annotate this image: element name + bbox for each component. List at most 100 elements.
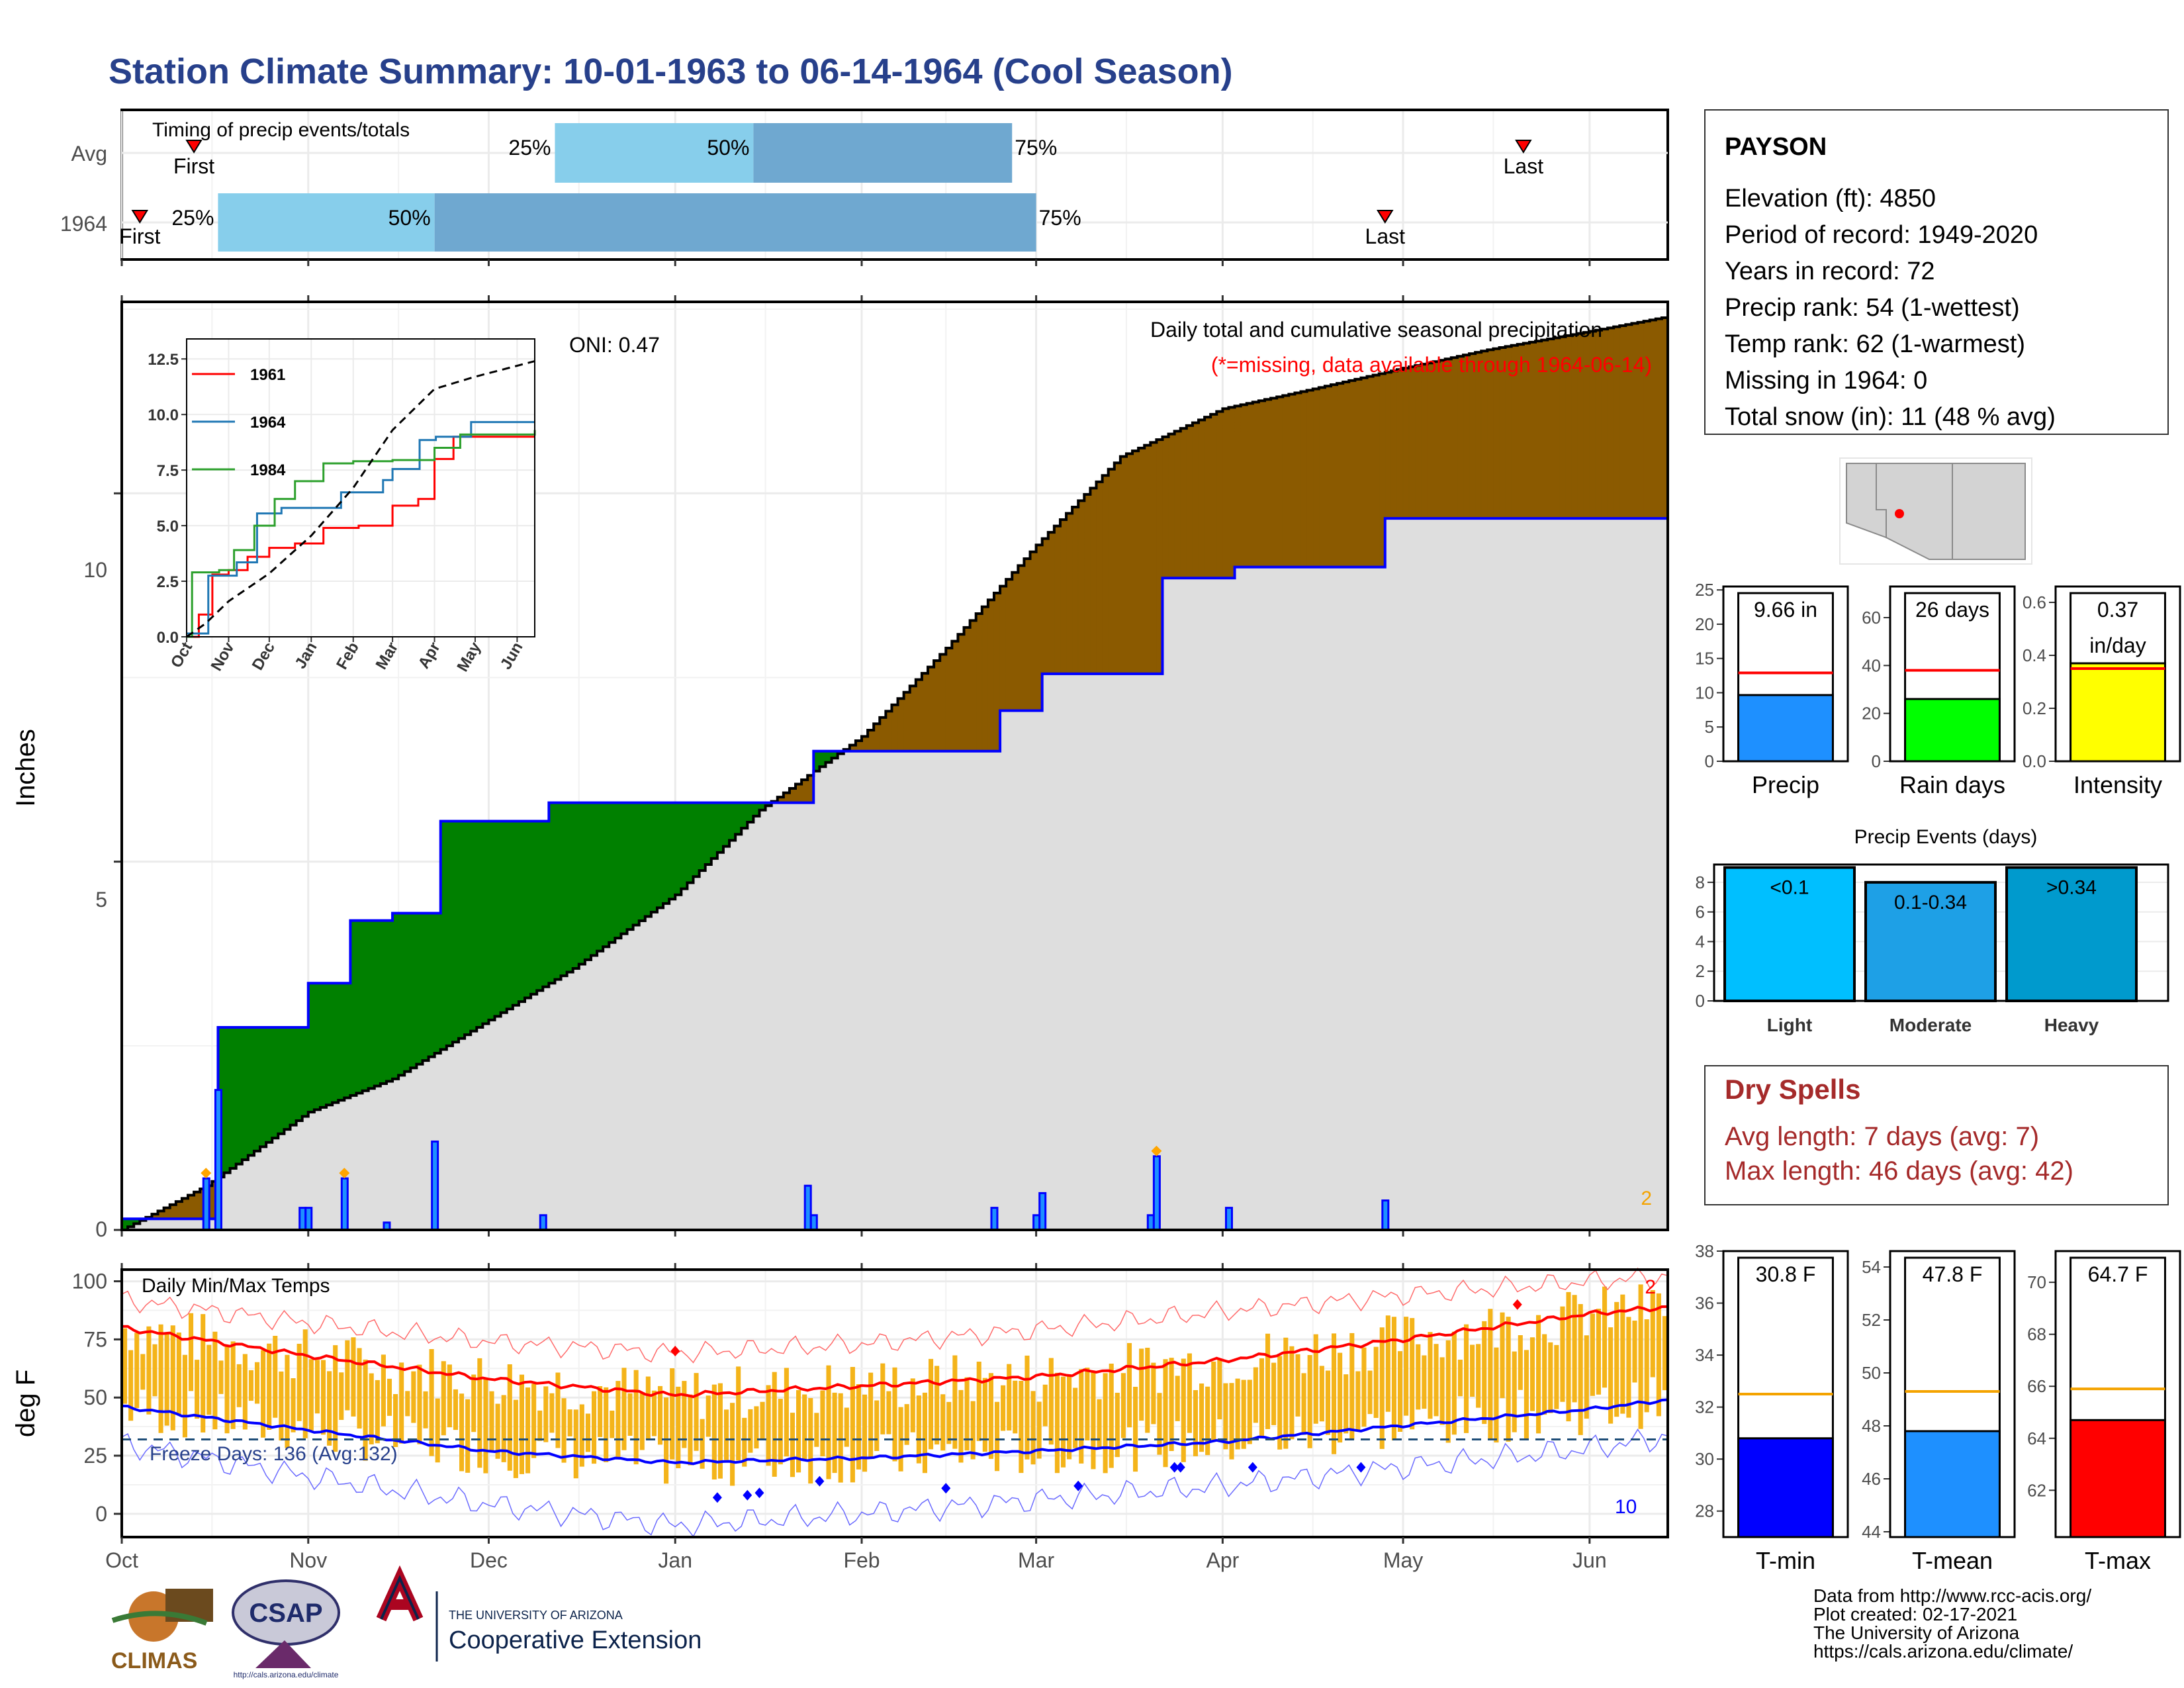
average-cumulative-line — [122, 316, 1669, 1231]
temp-bar-0-tick-label: 30 — [1695, 1449, 1714, 1469]
temp-bar-1-tick-label: 46 — [1862, 1469, 1881, 1489]
record-low-marker — [941, 1483, 951, 1494]
station-line: Years in record: 72 — [1725, 258, 1935, 285]
precip-panel: Daily total and cumulative seasonal prec… — [11, 295, 1669, 1241]
normal-min-line — [121, 1398, 1668, 1466]
summary-bar-2-value-label: in/day — [2089, 633, 2146, 657]
first-label: First — [119, 224, 160, 248]
first-label: First — [173, 154, 214, 178]
normal-max-line — [121, 1305, 1668, 1399]
timing-bar-25-50 — [555, 123, 754, 183]
temp-bar-1-tick-label: 52 — [1862, 1310, 1881, 1330]
svg-text:CLIMAS: CLIMAS — [111, 1648, 197, 1673]
summary-bar-2-tick-label: 0.6 — [2023, 592, 2046, 612]
precip-ytick-5: 5 — [95, 888, 107, 912]
timing-label-50: 50% — [707, 136, 749, 160]
temp-bar-2-label: T-max — [2085, 1547, 2151, 1574]
timing-bar-50-75 — [753, 123, 1013, 183]
temp-bar-1-label: T-mean — [1912, 1547, 1993, 1574]
record-low-marker — [1248, 1462, 1257, 1473]
station-line: Missing in 1964: 0 — [1725, 367, 1927, 395]
events-tick-label: 4 — [1696, 931, 1705, 951]
month-label: Mar — [1018, 1548, 1054, 1572]
temp-bar-1-frame — [1889, 1250, 2016, 1538]
month-label: Jan — [658, 1548, 692, 1572]
inset-line-1984 — [187, 430, 536, 638]
temp-bar-1-tick-label: 54 — [1862, 1257, 1881, 1277]
svg-text:http://cals.arizona.edu/climat: http://cals.arizona.edu/climate — [234, 1670, 339, 1679]
inset-line-1961 — [187, 436, 535, 638]
event-category-label: Heavy — [2044, 1015, 2099, 1035]
temp-bar-2-tick-label: 64 — [2027, 1429, 2046, 1448]
daily-precip-bar — [202, 1177, 210, 1231]
summary-bar-0-frame — [1722, 585, 1849, 763]
events-tick-label: 2 — [1696, 961, 1705, 981]
temp-bar-2-tick-label: 70 — [2027, 1272, 2046, 1292]
record-low-marker — [754, 1487, 764, 1499]
missing-note: (*=missing, data available through 1964-… — [1211, 353, 1652, 377]
temp-bar-0-tick-label: 38 — [1695, 1241, 1714, 1261]
summary-bar-0-tick-label: 25 — [1695, 580, 1714, 600]
summary-bar-1-frame — [1889, 585, 2016, 763]
events-tick-label: 8 — [1696, 872, 1705, 892]
footer-credits: Data from http://www.rcc-acis.org/ Plot … — [1813, 1585, 2091, 1662]
summary-bar-1-tick-label: 60 — [1862, 608, 1881, 628]
month-label: Dec — [470, 1548, 508, 1572]
observed-cumulative-line — [122, 517, 1668, 1221]
temp-ytick-label: 0 — [95, 1502, 107, 1526]
daily-precip-bar — [1381, 1199, 1390, 1231]
footer-logos: CLIMAS CSAP http://cals.arizona.edu/clim… — [111, 1565, 702, 1679]
daily-precip-bar — [539, 1214, 547, 1231]
timing-label-25: 25% — [171, 206, 214, 230]
event-bar-light — [1723, 866, 1856, 1003]
last-marker — [1515, 140, 1532, 154]
record-low-count: 10 — [1615, 1496, 1637, 1518]
inset-ytick-label: 2.5 — [157, 573, 179, 591]
temp-bar-2-tick-label: 68 — [2027, 1325, 2046, 1344]
temp-bar-1-value-label: 47.8 F — [1923, 1262, 1983, 1286]
dry-spells-avg: Avg length: 7 days (avg: 7) — [1725, 1122, 2039, 1151]
last-marker — [1377, 210, 1394, 224]
station-line: Elevation (ft): 4850 — [1725, 185, 1936, 212]
missing-count: 2 — [1641, 1188, 1652, 1209]
inset-ytick-label: 5.0 — [157, 518, 179, 536]
timing-row-1964-label: 1964 — [60, 212, 107, 236]
snow-marker — [201, 1168, 212, 1179]
temp-panel: 0 25 50 75 100 Daily Min/Max Temps Freeze Da… — [11, 1263, 1669, 1538]
timing-label-75: 75% — [1039, 206, 1081, 230]
summary-bar-1-label: Rain days — [1899, 771, 2005, 798]
inset-ytick-label: 10.0 — [148, 406, 179, 424]
summary-bar-0-value-label: 9.66 in — [1754, 598, 1817, 622]
temp-bar-1-tick-label: 48 — [1862, 1416, 1881, 1436]
summary-bar-2-tick-label: 0.2 — [2023, 698, 2046, 718]
first-marker — [131, 210, 149, 224]
station-line: Period of record: 1949-2020 — [1725, 221, 2038, 249]
timing-label-25: 25% — [508, 136, 551, 160]
freeze-days-label: Freeze Days: 136 (Avg:132) — [150, 1443, 398, 1465]
record-high-count: 2 — [1645, 1276, 1656, 1298]
summary-bar-2-tick-label: 0.0 — [2023, 751, 2046, 771]
event-category-label: Light — [1767, 1015, 1812, 1035]
record-min-line — [121, 1429, 1668, 1538]
dry-spells-max: Max length: 46 days (avg: 42) — [1725, 1156, 2073, 1186]
inset-ytick-label: 0.0 — [157, 629, 179, 647]
summary-bar-0-tick-label: 0 — [1705, 751, 1714, 771]
record-low-marker — [743, 1489, 752, 1501]
inset-line-average — [186, 360, 535, 638]
summary-bar-0-tick-label: 5 — [1705, 717, 1714, 737]
timing-label-75: 75% — [1015, 136, 1057, 160]
timing-bar-50-75 — [434, 193, 1036, 252]
precip-ytick-10: 10 — [83, 558, 107, 582]
station-name: PAYSON — [1725, 133, 1827, 161]
temp-bar-0-value-label: 30.8 F — [1756, 1262, 1816, 1286]
temp-bar-2-frame — [2054, 1250, 2181, 1538]
summary-bar-0-tick-label: 15 — [1695, 649, 1714, 669]
record-low-marker — [1175, 1462, 1185, 1473]
summary-bar-1-value-label: 26 days — [1915, 598, 1989, 622]
event-bin-label: >0.34 — [2046, 876, 2097, 898]
precip-caption: Daily total and cumulative seasonal prec… — [1150, 318, 1602, 342]
events-frame — [1713, 863, 2169, 1002]
events-tick-label: 6 — [1696, 902, 1705, 922]
